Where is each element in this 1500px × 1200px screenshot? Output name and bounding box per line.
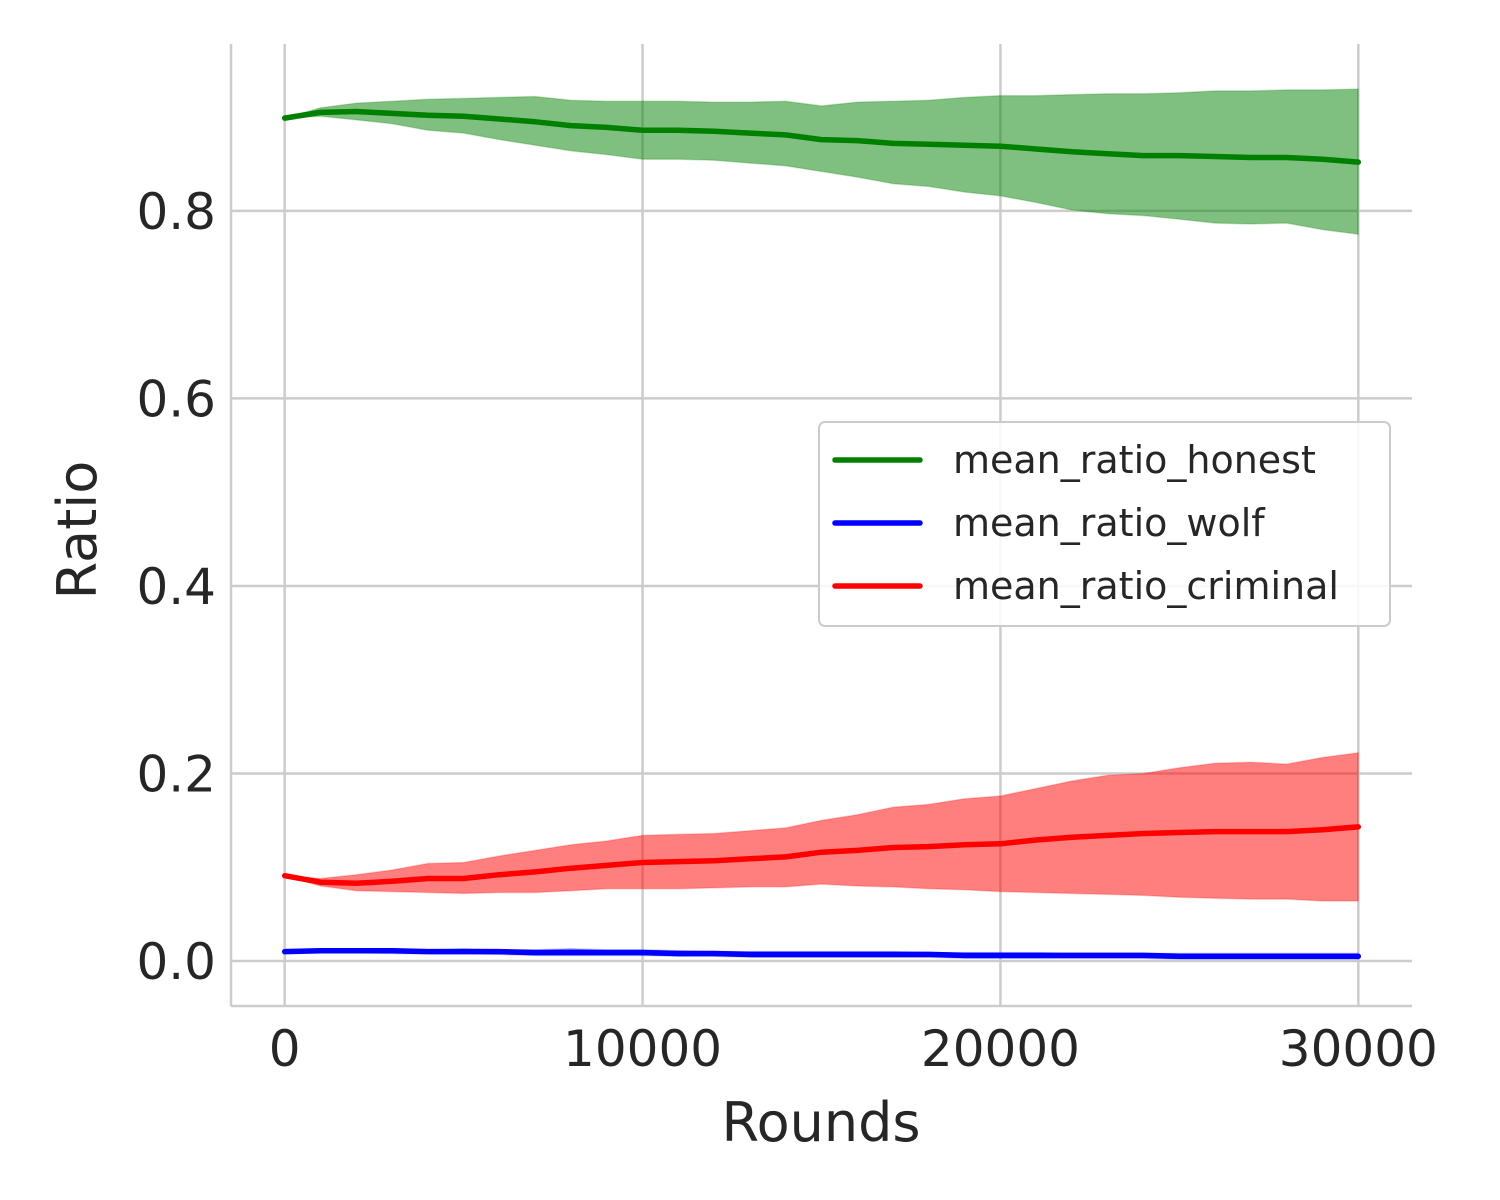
y-tick-label: 0.8: [136, 183, 216, 241]
y-tick-label: 0.2: [136, 745, 216, 803]
y-tick-label: 0.0: [136, 933, 216, 991]
x-tick-label: 0: [269, 1020, 301, 1078]
axis-spines: [229, 44, 1412, 1008]
x-tick-label: 20000: [921, 1020, 1080, 1078]
legend-label-mean_ratio_wolf: mean_ratio_wolf: [953, 501, 1266, 545]
y-tick-label: 0.4: [136, 558, 216, 616]
band-mean_ratio_honest: [284, 88, 1360, 236]
legend: mean_ratio_honest mean_ratio_wolf mean_rat…: [818, 421, 1391, 627]
line-mean_ratio_honest: [281, 108, 1362, 165]
y-axis-label: Ratio: [46, 461, 109, 600]
legend-label-mean_ratio_criminal: mean_ratio_criminal: [953, 564, 1339, 608]
line-mean_ratio_criminal: [281, 824, 1362, 886]
series-lines: [281, 108, 1362, 960]
x-tick-label: 10000: [563, 1020, 722, 1078]
legend-frame: [818, 421, 1391, 627]
x-tick-label: 30000: [1279, 1020, 1438, 1078]
y-tick-label: 0.6: [136, 370, 216, 428]
y-tick-labels: 0.0 0.2 0.4 0.6 0.8: [136, 183, 216, 991]
x-tick-labels: 0 10000 20000 30000: [269, 1020, 1438, 1078]
legend-label-mean_ratio_honest: mean_ratio_honest: [953, 438, 1316, 482]
line-mean_ratio_wolf: [281, 947, 1362, 960]
x-axis-label: Rounds: [722, 1091, 921, 1154]
